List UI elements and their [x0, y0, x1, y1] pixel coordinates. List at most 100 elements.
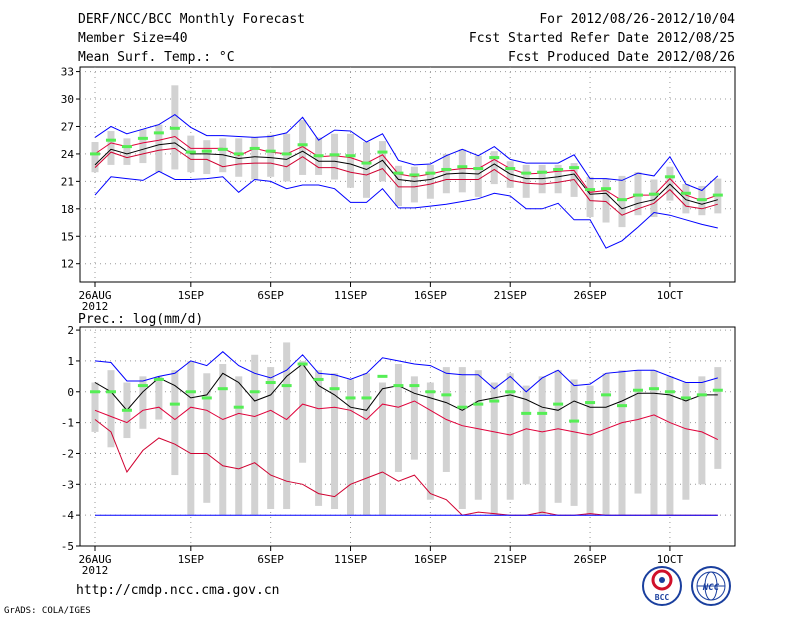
prec-median-mark	[680, 396, 691, 400]
temp-spread-bar	[554, 164, 562, 194]
prec-spread-bar	[474, 370, 482, 500]
prec-spread-bar	[714, 367, 722, 469]
prec-spread-bar	[139, 376, 147, 429]
temp-median-mark	[185, 150, 196, 154]
prec-spread-bar	[538, 376, 546, 516]
temp-median-mark	[696, 198, 707, 202]
temp-median-mark	[297, 143, 308, 147]
temp-spread-bar	[235, 138, 243, 177]
ncc-logo: NCC	[691, 566, 731, 606]
footer-url: http://cmdp.ncc.cma.gov.cn	[76, 583, 280, 598]
prec-median-mark	[617, 404, 628, 408]
temp-spread-bar	[203, 140, 211, 175]
prec-spread-bar	[315, 370, 323, 506]
temp-median-mark	[90, 152, 100, 156]
prec-spread-bar	[394, 364, 402, 472]
temp-median-mark	[632, 193, 643, 197]
header-right-2: Fcst Started Refer Date 2012/08/25	[469, 31, 735, 46]
prec-ytick-label: -2	[61, 447, 74, 460]
temp-spread-bar	[618, 175, 626, 228]
temp-median-mark	[361, 161, 372, 165]
temp-xtick-label: 1OCT	[657, 289, 684, 302]
temp-ytick-label: 15	[61, 230, 74, 243]
grads-credit: GrADS: COLA/IGES	[4, 606, 91, 616]
temp-xtick-label: 21SEP	[494, 289, 527, 302]
ncc-logo-text: NCC	[702, 583, 720, 593]
temp-median-mark	[617, 198, 628, 202]
header-right-3: Fcst Produced Date 2012/08/26	[508, 50, 735, 65]
temp-median-mark	[121, 145, 132, 149]
temp-median-mark	[409, 173, 420, 177]
prec-spread-bar	[107, 370, 115, 448]
temp-spread-bar	[682, 184, 690, 214]
prec-ytick-label: -4	[61, 509, 75, 522]
prec-spread-bar	[91, 382, 99, 432]
temp-median-mark	[281, 152, 292, 156]
prec-spread-bar	[362, 373, 370, 516]
prec-spread-bar	[347, 379, 355, 516]
precip-title: Prec.: log(mm/d)	[78, 312, 203, 327]
prec-median-mark	[185, 390, 196, 394]
prec-spread-bar	[331, 373, 339, 509]
header-left-2: Member Size=40	[78, 31, 188, 46]
prec-median-mark	[329, 387, 340, 391]
prec-spread-bar	[554, 370, 562, 503]
temp-xtick-label: 1SEP	[178, 289, 205, 302]
prec-spread-bar	[283, 342, 291, 509]
prec-median-mark	[712, 388, 723, 392]
prec-median-mark	[121, 408, 132, 412]
prec-xtick-label: 11SEP	[334, 553, 367, 566]
prec-xtick-label: 1SEP	[178, 553, 205, 566]
temp-mean-line	[94, 142, 718, 210]
temp-spread-bar	[91, 142, 99, 173]
prec-ytick-label: 2	[67, 324, 74, 337]
temp-median-mark	[153, 131, 164, 135]
header-left-3: Mean Surf. Temp.: °C	[78, 50, 235, 65]
prec-spread-bar	[458, 367, 466, 509]
temp-ytick-label: 18	[61, 203, 74, 216]
prec-spread-bar	[618, 370, 626, 516]
temp-median-mark	[377, 150, 388, 154]
prec-median-mark	[569, 419, 580, 423]
temp-median-mark	[712, 193, 723, 197]
temp-median-mark	[489, 156, 500, 160]
temp-xsub-label: 2012	[82, 300, 109, 313]
temp-xtick-label: 11SEP	[334, 289, 367, 302]
temp-spread-bar	[522, 164, 530, 198]
prec-xsub-label: 2012	[82, 564, 109, 577]
prec-median-mark	[377, 374, 388, 378]
header-right-1: For 2012/08/26-2012/10/04	[539, 12, 735, 27]
temp-median-mark	[329, 153, 340, 157]
temp-spread-bar	[347, 133, 355, 188]
prec-spread-bar	[410, 376, 418, 460]
prec-median-mark	[473, 402, 484, 406]
temp-spread-bar	[586, 176, 594, 218]
prec-xtick-label: 21SEP	[494, 553, 527, 566]
prec-spread-bar	[187, 360, 195, 516]
prec-median-mark	[553, 402, 564, 406]
prec-xtick-label: 6SEP	[257, 553, 284, 566]
temp-ytick-label: 12	[61, 258, 74, 271]
prec-median-mark	[249, 390, 260, 394]
prec-ytick-label: -3	[61, 478, 74, 491]
temp-spread-bar	[490, 151, 498, 185]
temp-median-mark	[473, 167, 484, 171]
temp-median-mark	[569, 166, 580, 170]
temp-max-line	[94, 113, 719, 192]
temp-xtick-label: 26AUG	[78, 289, 111, 302]
prec-median-mark	[601, 393, 612, 397]
temp-spread-bar	[394, 165, 402, 207]
prec-median-mark	[425, 390, 436, 394]
temp-ytick-label: 33	[61, 66, 74, 79]
prec-median-mark	[153, 377, 164, 381]
header-left-1: DERF/NCC/BCC Monthly Forecast	[78, 12, 305, 27]
prec-median-mark	[345, 396, 356, 400]
prec-xtick-label: 16SEP	[414, 553, 447, 566]
temp-median-mark	[137, 136, 148, 140]
temp-median-mark	[425, 171, 436, 175]
prec-spread-bar	[602, 373, 610, 516]
prec-xtick-label: 26SEP	[574, 553, 607, 566]
temp-median-mark	[553, 167, 564, 171]
prec-spread-bar	[522, 385, 530, 485]
prec-mean-line	[94, 363, 718, 412]
